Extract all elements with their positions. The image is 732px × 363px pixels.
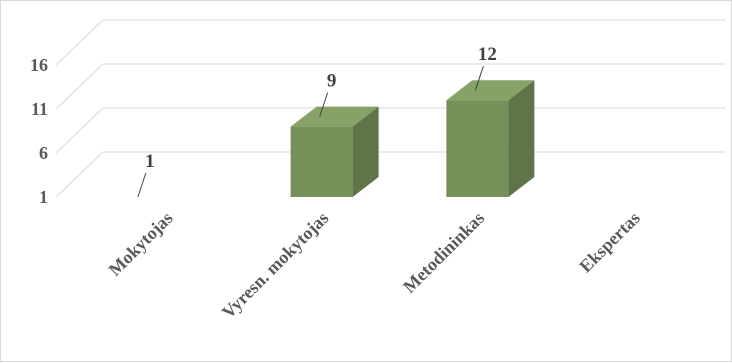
category-label: Ekspertas [575, 208, 644, 277]
y-tick-label: 1 [39, 187, 48, 207]
category-label: Vyresn. mokytojas [218, 208, 333, 323]
y-tick-label: 11 [31, 99, 48, 119]
gridline-diagonal [55, 19, 104, 66]
bar-top [290, 106, 379, 127]
category-label: Mokytojas [105, 208, 177, 280]
data-label-leader [474, 66, 484, 91]
data-label: 9 [327, 71, 337, 92]
bar-front [290, 126, 353, 197]
bar-side [508, 80, 535, 197]
bar-front [446, 100, 509, 197]
y-tick-label: 6 [39, 143, 48, 163]
bar-top [446, 80, 535, 101]
data-label: 12 [478, 44, 497, 65]
data-label: 1 [145, 151, 155, 172]
gridline-diagonal [55, 151, 104, 198]
gridline-diagonal [55, 107, 104, 154]
y-tick-label: 16 [30, 55, 48, 75]
data-label-leader [137, 172, 147, 198]
data-label-leader [319, 92, 329, 117]
bar-side [352, 106, 379, 197]
category-label: Metodininkas [399, 208, 488, 297]
gridline-diagonal [55, 63, 104, 110]
